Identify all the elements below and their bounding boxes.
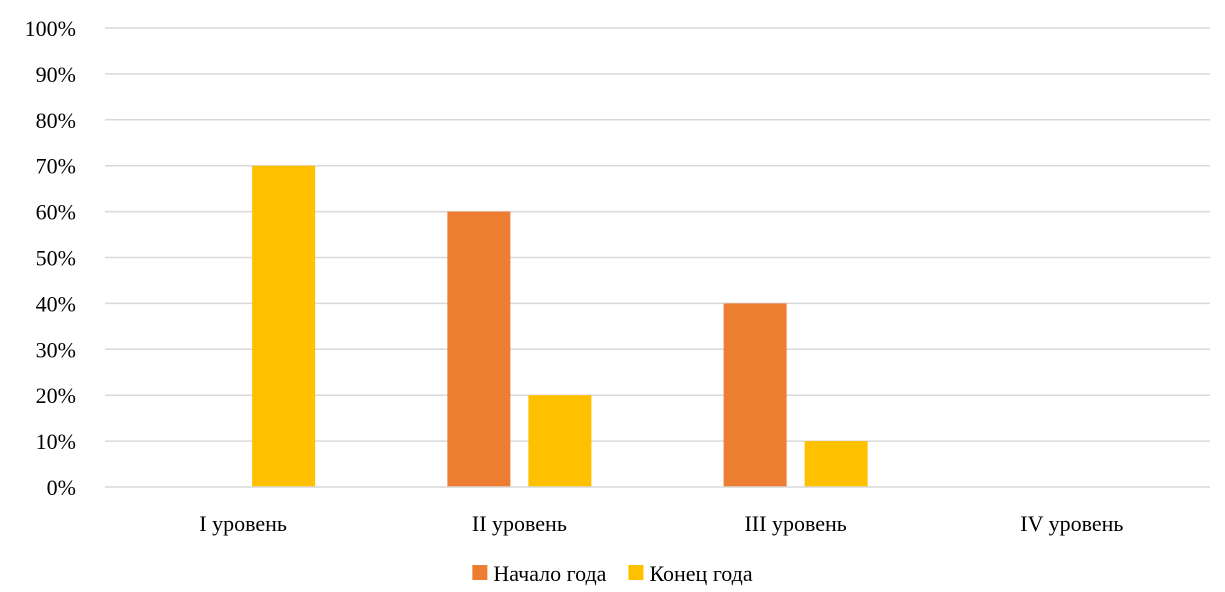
legend-label: Конец года: [649, 561, 752, 586]
legend: Начало года Конец года: [472, 561, 753, 586]
y-tick-label: 60%: [36, 200, 76, 225]
bar: [528, 395, 592, 487]
bar: [804, 441, 868, 487]
y-tick-label: 40%: [36, 291, 76, 316]
y-tick-label: 50%: [36, 246, 76, 271]
category-labels: I уровень II уровень III уровень IV уровень: [199, 511, 1123, 536]
category-label: IV уровень: [1020, 511, 1123, 536]
y-tick-label: 70%: [36, 154, 76, 179]
y-axis-tick-labels: 0% 10% 20% 30% 40% 50% 60% 70% 80% 90% 100%: [25, 16, 76, 500]
y-tick-label: 100%: [25, 16, 76, 41]
y-tick-label: 0%: [47, 475, 76, 500]
legend-swatch: [472, 565, 488, 580]
bar: [447, 211, 511, 487]
y-tick-label: 80%: [36, 108, 76, 133]
y-tick-label: 30%: [36, 337, 76, 362]
category-label: I уровень: [199, 511, 287, 536]
y-tick-label: 20%: [36, 383, 76, 408]
category-label: II уровень: [472, 511, 567, 536]
legend-swatch: [628, 565, 644, 580]
bars: [252, 165, 868, 487]
category-label: III уровень: [744, 511, 846, 536]
bar: [252, 165, 316, 487]
bar: [723, 303, 787, 487]
y-tick-label: 10%: [36, 429, 76, 454]
y-tick-label: 90%: [36, 62, 76, 87]
legend-label: Начало года: [493, 561, 606, 586]
